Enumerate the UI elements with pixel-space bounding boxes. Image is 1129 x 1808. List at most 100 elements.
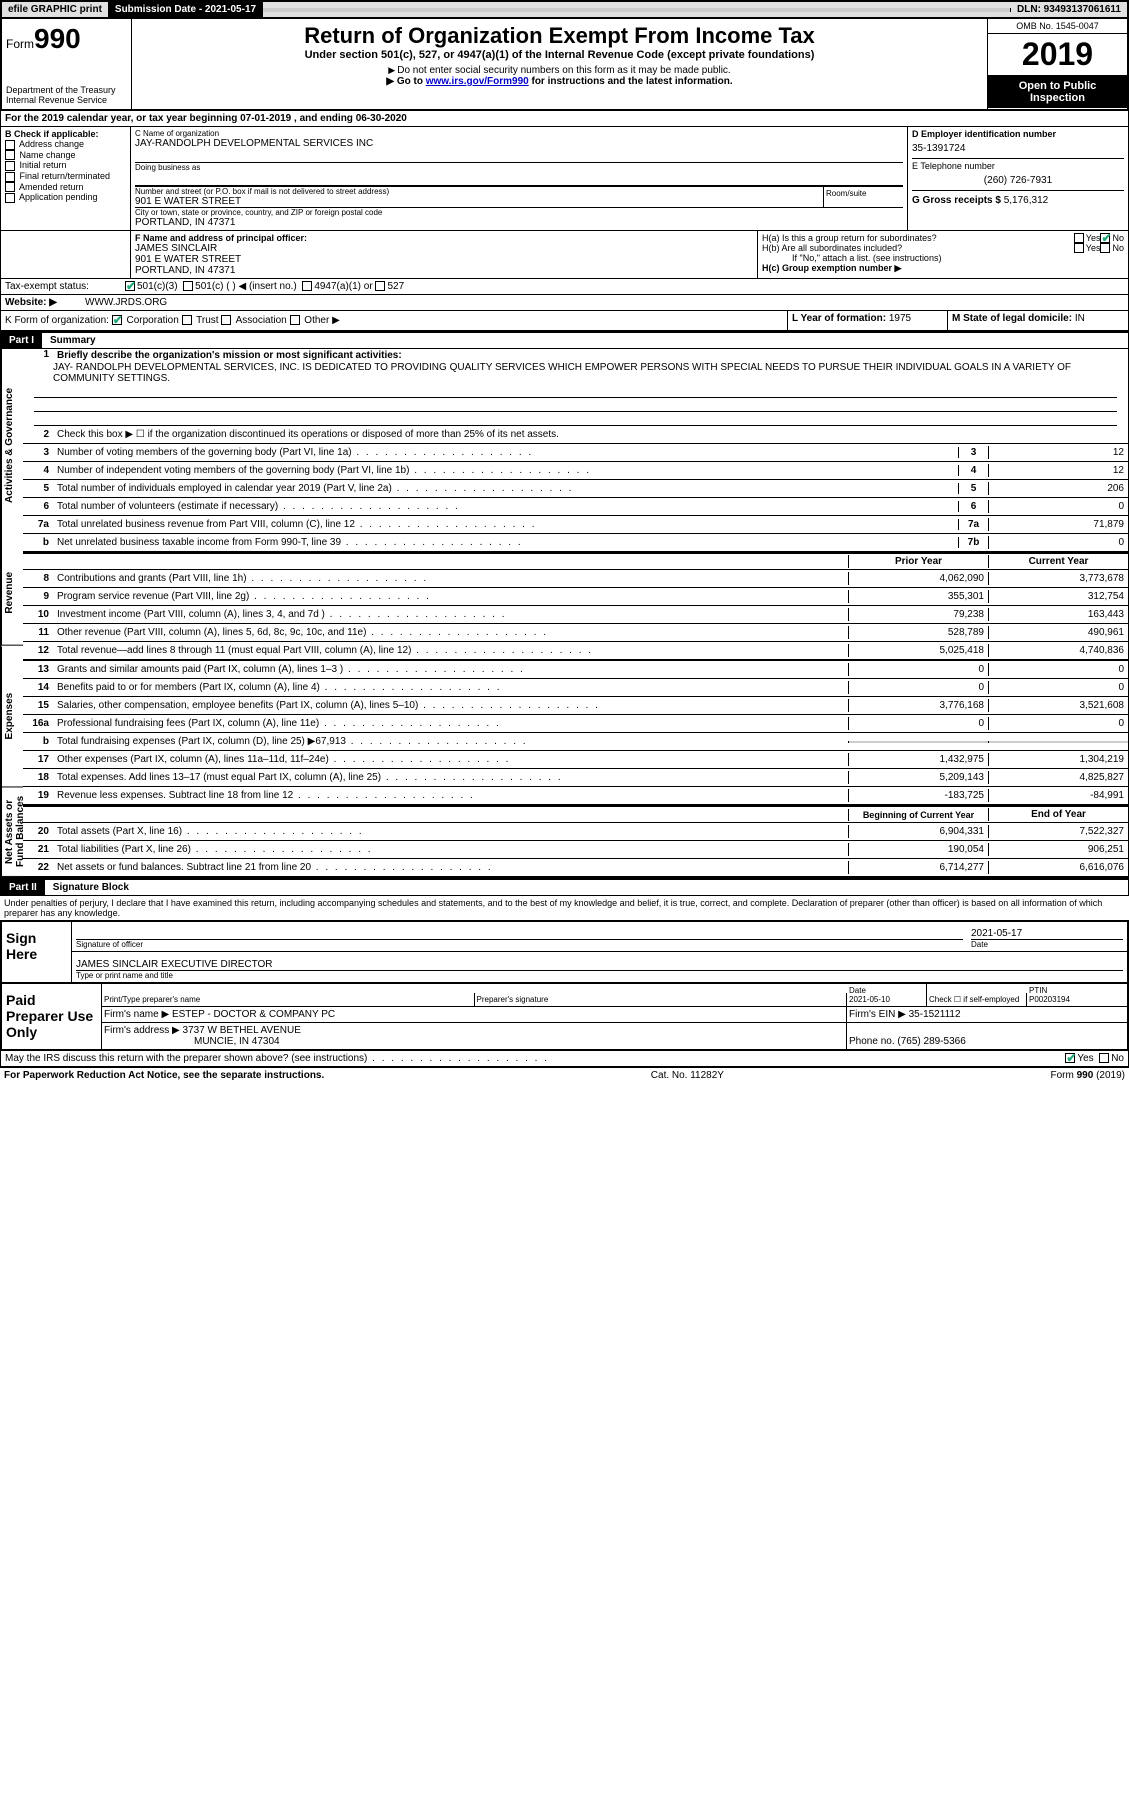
part1-header: Part I Summary: [0, 331, 1129, 349]
prep-selfemp: Check ☐ if self-employed: [927, 993, 1027, 1006]
goto-post: for instructions and the latest informat…: [529, 76, 733, 87]
d-label: D Employer identification number: [912, 129, 1124, 139]
form-header: Form990 Department of the Treasury Inter…: [0, 19, 1129, 111]
phone: (260) 726-7931: [912, 171, 1124, 190]
hc-label: H(c) Group exemption number ▶: [762, 263, 1124, 274]
part2-title: Signature Block: [53, 882, 129, 893]
b-checkbox[interactable]: [5, 140, 15, 150]
addr-label: Number and street (or P.O. box if mail i…: [135, 187, 823, 196]
summary-row: 18Total expenses. Add lines 13–17 (must …: [23, 769, 1128, 787]
ein: 35-1391724: [912, 139, 1124, 158]
form-subtitle: Under section 501(c), 527, or 4947(a)(1)…: [136, 49, 983, 61]
vlabel-revenue: Revenue: [1, 541, 23, 646]
firm-ein-label: Firm's EIN ▶: [849, 1009, 906, 1020]
prep-name-header: Print/Type preparer's name: [102, 993, 475, 1006]
ha-yes-checkbox[interactable]: [1074, 233, 1084, 243]
summary-row: 11Other revenue (Part VIII, column (A), …: [23, 624, 1128, 642]
ln1: 1: [23, 349, 53, 362]
top-bar: efile GRAPHIC print Submission Date - 20…: [0, 0, 1129, 19]
eoy-header: End of Year: [988, 808, 1128, 821]
trust-label: Trust: [196, 315, 218, 326]
summary-row: 15Salaries, other compensation, employee…: [23, 697, 1128, 715]
summary-row: 5Total number of individuals employed in…: [23, 480, 1128, 498]
hb-yes-checkbox[interactable]: [1074, 243, 1084, 253]
ha-no-checkbox[interactable]: [1100, 233, 1110, 243]
summary-row: 10Investment income (Part VIII, column (…: [23, 606, 1128, 624]
room-label: Room/suite: [823, 187, 903, 207]
footer-mid: Cat. No. 11282Y: [651, 1070, 724, 1081]
summary-row: 14Benefits paid to or for members (Part …: [23, 679, 1128, 697]
summary-row: 8Contributions and grants (Part VIII, li…: [23, 570, 1128, 588]
hb-note: If "No," attach a list. (see instruction…: [762, 253, 1124, 263]
501c3-checkbox[interactable]: [125, 281, 135, 291]
other-checkbox[interactable]: [290, 315, 300, 325]
section-i: Tax-exempt status: 501(c)(3) 501(c) ( ) …: [0, 279, 1129, 295]
527-checkbox[interactable]: [375, 281, 385, 291]
prep-sig-header: Preparer's signature: [475, 993, 848, 1006]
goto-pre: Go to: [397, 76, 426, 87]
org-name: JAY-RANDOLPH DEVELOPMENTAL SERVICES INC: [135, 138, 903, 149]
corp-checkbox[interactable]: [112, 315, 122, 325]
mission-text: JAY- RANDOLPH DEVELOPMENTAL SERVICES, IN…: [23, 362, 1128, 384]
sign-here-section: Sign Here Signature of officer 2021-05-1…: [0, 920, 1129, 984]
firm-addr2: MUNCIE, IN 47304: [104, 1036, 844, 1047]
section-h: H(a) Is this a group return for subordin…: [758, 231, 1128, 278]
b-checkbox[interactable]: [5, 161, 15, 171]
gross-receipts: 5,176,312: [1004, 195, 1049, 206]
summary-row: 9Program service revenue (Part VIII, lin…: [23, 588, 1128, 606]
irs-link[interactable]: www.irs.gov/Form990: [426, 76, 529, 87]
irs-yes-checkbox[interactable]: [1065, 1053, 1075, 1063]
state-domicile: IN: [1075, 313, 1085, 324]
header-left: Form990 Department of the Treasury Inter…: [2, 19, 132, 109]
boy-header: Beginning of Current Year: [848, 809, 988, 821]
section-b: B Check if applicable: Address change Na…: [1, 127, 131, 230]
part2-header: Part II Signature Block: [0, 878, 1129, 896]
f-label: F Name and address of principal officer:: [135, 233, 753, 243]
fh-section: F Name and address of principal officer:…: [0, 231, 1129, 279]
b-checkbox[interactable]: [5, 150, 15, 160]
501c-checkbox[interactable]: [183, 281, 193, 291]
footer-right: Form 990 (2019): [1051, 1070, 1125, 1081]
city-state-zip: PORTLAND, IN 47371: [135, 217, 903, 228]
k-label: K Form of organization:: [5, 315, 109, 326]
summary-row: 12Total revenue—add lines 8 through 11 (…: [23, 642, 1128, 660]
officer-addr1: 901 E WATER STREET: [135, 254, 753, 265]
summary-row: 21Total liabilities (Part X, line 26)190…: [23, 841, 1128, 859]
submission-date: Submission Date - 2021-05-17: [109, 2, 263, 17]
prep-date-header: Date: [849, 986, 866, 995]
sig-officer-label: Signature of officer: [76, 940, 963, 949]
sign-date: 2021-05-17: [971, 928, 1123, 940]
irs-no-checkbox[interactable]: [1099, 1053, 1109, 1063]
e-label: E Telephone number: [912, 158, 1124, 171]
firm-addr-label: Firm's address ▶: [104, 1025, 180, 1036]
note-ssn: Do not enter social security numbers on …: [136, 65, 983, 76]
b-checkbox[interactable]: [5, 193, 15, 203]
i-label: Tax-exempt status:: [5, 281, 125, 292]
527-label: 527: [387, 281, 404, 292]
efile-label[interactable]: efile GRAPHIC print: [2, 2, 109, 17]
4947-checkbox[interactable]: [302, 281, 312, 291]
year-formation: 1975: [889, 313, 911, 324]
firm-phone: (765) 289-5366: [897, 1036, 965, 1047]
section-b-label: B Check if applicable:: [5, 129, 126, 139]
paid-preparer-label: Paid Preparer Use Only: [2, 984, 102, 1049]
klm-section: K Form of organization: Corporation Trus…: [0, 311, 1129, 331]
summary-row: 3Number of voting members of the governi…: [23, 444, 1128, 462]
note-link-row: ▶ Go to www.irs.gov/Form990 for instruct…: [136, 76, 983, 87]
b-option: Amended return: [5, 182, 126, 193]
officer-name-label: Type or print name and title: [76, 971, 1123, 980]
trust-checkbox[interactable]: [182, 315, 192, 325]
form-number: Form990: [6, 23, 127, 55]
assoc-checkbox[interactable]: [221, 315, 231, 325]
summary-row: 19Revenue less expenses. Subtract line 1…: [23, 787, 1128, 805]
b-checkbox[interactable]: [5, 172, 15, 182]
street-addr: 901 E WATER STREET: [135, 196, 823, 207]
open-inspection: Open to Public Inspection: [988, 76, 1127, 108]
vlabel-col: Activities & Governance Revenue Expenses…: [1, 349, 23, 877]
tax-year: 2019: [988, 34, 1127, 76]
officer-addr2: PORTLAND, IN 47371: [135, 265, 753, 276]
b-checkbox[interactable]: [5, 182, 15, 192]
footer-left: For Paperwork Reduction Act Notice, see …: [4, 1070, 324, 1081]
l-label: L Year of formation:: [792, 313, 886, 324]
section-c: C Name of organization JAY-RANDOLPH DEVE…: [131, 127, 908, 230]
